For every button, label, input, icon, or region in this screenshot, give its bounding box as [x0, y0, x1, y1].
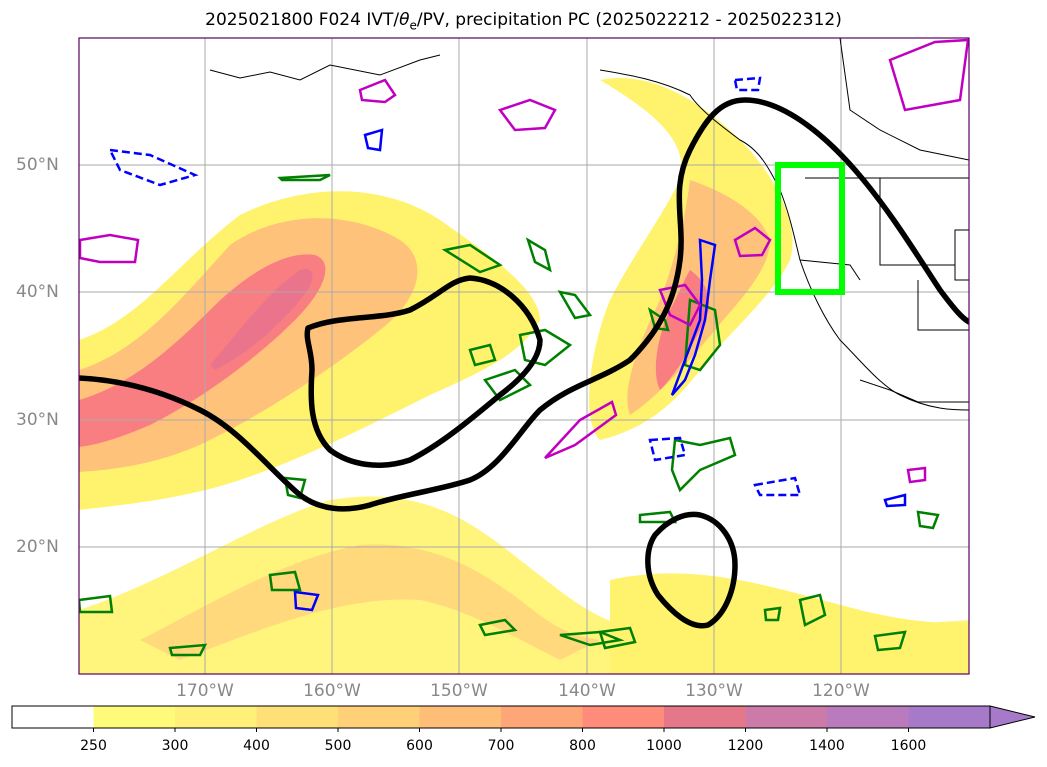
precip-pc-1: [79, 233, 140, 264]
precip-pc-4: [888, 38, 969, 112]
ivt-ar-west-core: [210, 269, 313, 370]
lon-label-140w: 140°W: [558, 681, 616, 701]
theta-green-8: [683, 298, 722, 372]
precip-pc-8: [906, 466, 927, 484]
colorbar-tick-label: 1000: [646, 738, 682, 754]
colorbar-tick-label: 1400: [809, 738, 845, 754]
theta-blue-5: [733, 76, 762, 92]
colorbar-segment: [745, 706, 828, 728]
colorbar-tick-label: 250: [80, 738, 107, 754]
theta-green-10: [670, 436, 737, 493]
colorbar-segment: [501, 706, 583, 728]
lat-label-40n: 40°N: [16, 282, 59, 302]
theta-blue-4: [753, 476, 802, 497]
precip-pc-6: [733, 226, 772, 258]
theta-blue-8: [883, 493, 907, 508]
theta-green-7: [468, 343, 497, 367]
theta-green-19: [268, 570, 302, 592]
ivt-band-south-orange: [140, 544, 600, 660]
theta-green-13: [598, 626, 637, 650]
ivt-patch-south: [610, 573, 969, 674]
theta-green-1: [277, 173, 331, 182]
colorbar-segment: [12, 706, 94, 728]
theta-green-5: [518, 328, 573, 367]
pv-contour-west: [79, 97, 969, 512]
colorbar-tick-label: 300: [161, 738, 189, 754]
theta-green-14: [798, 593, 827, 627]
theta-blue-3: [648, 436, 687, 462]
precip-pc-7: [544, 400, 618, 460]
colorbar-segment: [175, 706, 257, 728]
title-main: 2025021800 F024 IVT/: [205, 10, 400, 30]
theta-blue-1: [670, 238, 717, 396]
map-title: 2025021800 F024 IVT/θe/PV, precipitation…: [0, 10, 1047, 32]
title-theta: θ: [399, 10, 410, 30]
colorbar-segment: [664, 706, 746, 728]
lon-label-160w: 160°W: [303, 681, 361, 701]
theta-green-20: [168, 643, 208, 657]
colorbar-segment: [827, 706, 909, 728]
theta-green-6: [482, 368, 533, 402]
colorbar-segment: [256, 706, 339, 728]
theta-green-15: [873, 630, 907, 652]
theta-green-3: [525, 237, 552, 273]
lon-label-170w: 170°W: [176, 681, 234, 701]
lon-label-150w: 150°W: [430, 681, 488, 701]
colorbar-tick-label: 600: [406, 738, 433, 754]
lon-label-120w: 120°W: [812, 681, 870, 701]
theta-green-16: [916, 510, 940, 530]
map-frame: [78, 37, 970, 675]
lon-label-130w: 130°W: [685, 681, 743, 701]
colorbar-segment: [908, 706, 991, 728]
pv-contour-closed-south: [645, 511, 738, 629]
colorbar-tick-label: 800: [569, 738, 596, 754]
theta-blue-2: [107, 148, 199, 187]
lat-label-50n: 50°N: [16, 155, 59, 175]
theta-green-2: [441, 243, 503, 274]
theta-green-22: [478, 618, 518, 637]
colorbar-segment: [338, 706, 420, 728]
colorbar-segment: [419, 706, 502, 728]
target-region-box: [775, 162, 845, 295]
theta-green-12: [559, 630, 625, 647]
theta-blue-7: [293, 590, 320, 612]
precip-pc-contours: [79, 38, 969, 484]
theta-green-4: [557, 290, 593, 320]
lat-label-20n: 20°N: [16, 537, 59, 557]
colorbar-segment: [93, 706, 176, 728]
title-theta-sub: e: [409, 18, 417, 33]
colorbar-segment: [582, 706, 665, 728]
theta-green-17: [79, 594, 114, 614]
colorbar-tick-label: 700: [487, 738, 515, 754]
precip-pc-3: [358, 78, 397, 104]
title-rest: /PV, precipitation PC (2025022212 - 2025…: [416, 10, 842, 30]
precip-pc-2: [497, 98, 557, 132]
theta-green-21: [763, 606, 782, 622]
pv-contours: [79, 97, 969, 629]
colorbar-tick-label: 500: [324, 738, 352, 754]
theta-blue-6: [363, 128, 384, 152]
colorbar-tick-label: 400: [243, 738, 270, 754]
colorbar: [11, 705, 1036, 732]
colorbar-tick-label: 1600: [890, 738, 927, 754]
pv-contour-closed-mid: [304, 275, 543, 468]
lat-label-30n: 30°N: [16, 410, 59, 430]
ivt-band-southern: [79, 496, 969, 674]
theta-e-contours: [79, 76, 940, 657]
colorbar-extend-arrow: [989, 705, 1036, 729]
colorbar-tick-label: 1200: [727, 738, 764, 754]
